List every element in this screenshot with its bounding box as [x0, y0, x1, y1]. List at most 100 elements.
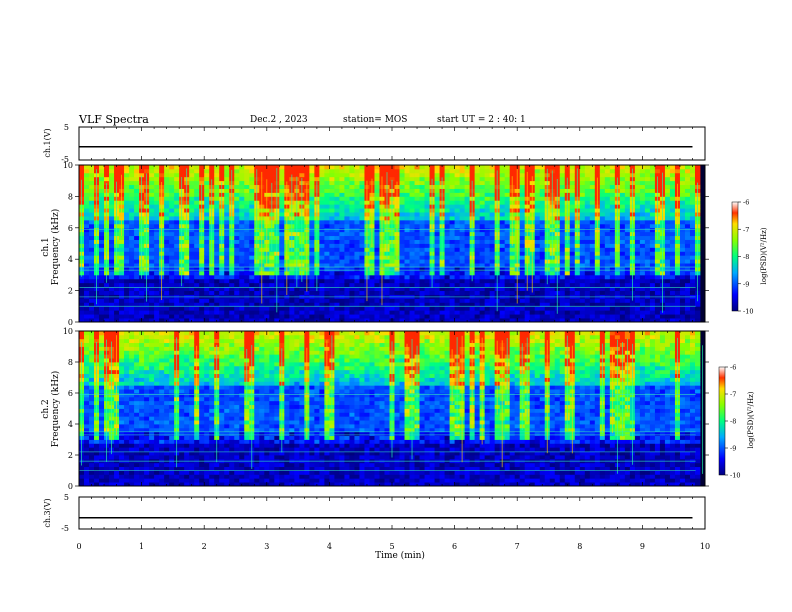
- spectrogram-cell: [559, 192, 566, 197]
- spectrogram-cell: [494, 165, 501, 170]
- spectrogram-cell: [644, 172, 651, 178]
- spectrogram-cell: [559, 184, 566, 189]
- spectrogram-cell: [204, 263, 210, 268]
- spectrogram-cell: [479, 243, 486, 248]
- spectrogram-cell: [399, 192, 405, 197]
- spectrogram-cell: [454, 259, 461, 264]
- spectrogram-cell: [249, 270, 255, 276]
- spectrogram-cell: [189, 270, 195, 276]
- spectrogram-cell: [124, 239, 130, 244]
- spectrogram-cell: [89, 255, 95, 260]
- spectrogram-cell: [599, 302, 606, 307]
- spectrogram-cell: [194, 204, 200, 209]
- spectrogram-cell: [204, 219, 210, 225]
- spectrogram-cell: [239, 235, 245, 240]
- spectrogram-cell: [619, 196, 626, 201]
- spectrogram-cell: [609, 298, 616, 303]
- spectrogram-cell: [394, 318, 400, 323]
- spectrogram-cell: [109, 216, 115, 221]
- spectrogram-cell: [189, 200, 195, 205]
- spectrogram-cell: [444, 172, 450, 178]
- spectrogram-cell: [534, 165, 541, 170]
- spectrogram-cell: [129, 223, 135, 229]
- spectrogram-cell: [564, 168, 571, 174]
- spectrogram-cell: [589, 204, 596, 209]
- spectrogram-cell: [379, 318, 385, 323]
- spectrogram-cell: [584, 306, 591, 311]
- spectrogram-cell: [504, 270, 511, 276]
- spectrogram-cell: [199, 168, 205, 174]
- spectrogram-cell: [604, 223, 611, 229]
- spectrogram-cell: [214, 255, 220, 260]
- spectrogram-cell: [669, 282, 676, 288]
- spectrogram-cell: [339, 302, 345, 307]
- spectrogram-cell: [589, 235, 596, 240]
- spectrogram-cell: [434, 318, 440, 323]
- spectrogram-cell: [539, 302, 546, 307]
- spectrogram-cell: [644, 239, 651, 244]
- spectrogram-cell: [454, 165, 461, 170]
- spectrogram-cell: [434, 180, 440, 186]
- spectrogram-cell: [434, 267, 440, 272]
- spectrogram-cell: [284, 172, 290, 178]
- spectrogram-cell: [309, 192, 315, 197]
- spectrogram-cell: [264, 274, 270, 280]
- spectrogram-cell: [574, 239, 581, 244]
- spectrogram-cell: [619, 267, 626, 272]
- spectrogram-cell: [574, 267, 581, 272]
- spectrogram-cell: [689, 298, 696, 303]
- spectrogram-cell: [124, 263, 130, 268]
- spectrogram-cell: [89, 192, 95, 197]
- spectrogram-cell: [484, 176, 491, 182]
- spectrogram-cell: [244, 168, 250, 174]
- spectrogram-cell: [549, 282, 556, 288]
- spectrogram-cell: [544, 314, 551, 319]
- spectrogram-cell: [254, 282, 260, 288]
- spectrogram-cell: [154, 168, 160, 174]
- spectrogram-cell: [174, 188, 180, 193]
- spectrogram-cell: [174, 176, 180, 182]
- spectrogram-cell: [339, 184, 345, 189]
- spectrogram-cell: [679, 219, 686, 225]
- spectrogram-cell: [439, 310, 445, 315]
- spectrogram-cell: [349, 255, 355, 260]
- spectrogram-cell: [374, 200, 380, 205]
- spectrogram-cell: [89, 274, 95, 280]
- spectrogram-cell: [399, 270, 405, 276]
- spectrogram-cell: [589, 200, 596, 205]
- spectrogram-cell: [639, 243, 646, 248]
- spectrogram-cell: [204, 212, 210, 217]
- spectrogram-cell: [299, 172, 305, 178]
- spectrogram-cell: [459, 231, 466, 237]
- spectrogram-cell: [169, 165, 175, 170]
- spectrogram-cell: [659, 165, 666, 170]
- spectrogram-cell: [154, 302, 160, 307]
- spectrogram-cell: [564, 270, 571, 276]
- spectrogram-cell: [269, 172, 275, 178]
- spectrogram-cell: [424, 310, 430, 315]
- spectrogram-cell: [479, 219, 486, 225]
- spectrogram-cell: [189, 282, 195, 288]
- spectrogram-cell: [664, 227, 671, 233]
- spectrogram-cell: [414, 270, 420, 276]
- spectrogram-cell: [354, 243, 360, 248]
- spectrogram-cell: [169, 239, 175, 244]
- spectrogram-cell: [279, 172, 285, 178]
- spectrogram-cell: [234, 259, 240, 264]
- spectrogram-cell: [479, 302, 486, 307]
- spectrogram-cell: [504, 188, 511, 193]
- spectrogram-cell: [504, 216, 511, 221]
- spectrogram-cell: [649, 274, 656, 280]
- spectrogram-cell: [319, 310, 325, 315]
- spectrogram-cell: [299, 310, 305, 315]
- spectrogram-cell: [489, 251, 496, 256]
- spectrogram-cell: [279, 239, 285, 244]
- spectrogram-cell: [374, 176, 380, 182]
- spectrogram-cell: [564, 282, 571, 288]
- spectrogram-cell: [119, 290, 125, 295]
- spectrogram-cell: [289, 267, 295, 272]
- spectrogram-cell: [154, 298, 160, 303]
- spectrogram-cell: [324, 267, 330, 272]
- spectrogram-cell: [369, 302, 375, 307]
- spectrogram-cell: [309, 247, 315, 252]
